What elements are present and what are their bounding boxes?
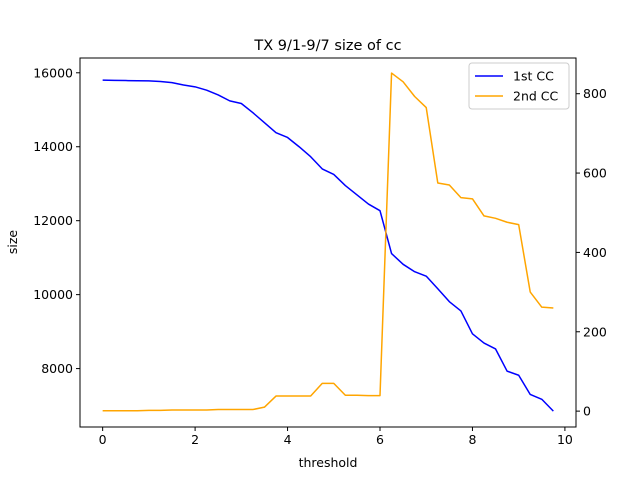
y2-tick-label: 0 (583, 404, 591, 419)
y-axis-left: 8000 10000 12000 14000 16000 (33, 65, 80, 376)
y-tick-label: 8000 (41, 361, 73, 376)
y-axis-label: size (5, 230, 20, 255)
x-tick-label: 10 (557, 432, 573, 447)
x-axis-label: threshold (299, 455, 358, 470)
x-tick-label: 2 (191, 432, 199, 447)
y-tick-label: 14000 (33, 139, 73, 154)
y2-tick-label: 400 (583, 245, 607, 260)
legend-label: 2nd CC (513, 89, 559, 104)
y2-tick-label: 200 (583, 324, 607, 339)
legend-box (468, 62, 570, 110)
plot-lines (102, 72, 554, 412)
series-line-1 (102, 79, 554, 412)
y2-tick-label: 800 (583, 86, 607, 101)
x-axis: 0 2 4 6 8 10 (99, 427, 573, 447)
y-tick-label: 10000 (33, 287, 73, 302)
x-tick-label: 0 (99, 432, 107, 447)
chart-title: TX 9/1-9/7 size of cc (253, 38, 401, 54)
x-tick-label: 8 (468, 432, 476, 447)
series-line-2 (102, 72, 554, 412)
y-axis-right: 0 200 400 600 800 (576, 86, 607, 419)
y-tick-label: 16000 (33, 65, 73, 80)
legend: 1st CC 2nd CC (468, 62, 570, 110)
y-tick-label: 12000 (33, 213, 73, 228)
legend-label: 1st CC (513, 69, 554, 84)
x-tick-label: 4 (284, 432, 292, 447)
y2-tick-label: 600 (583, 166, 607, 181)
x-tick-label: 6 (376, 432, 384, 447)
plot-frame (79, 57, 577, 428)
